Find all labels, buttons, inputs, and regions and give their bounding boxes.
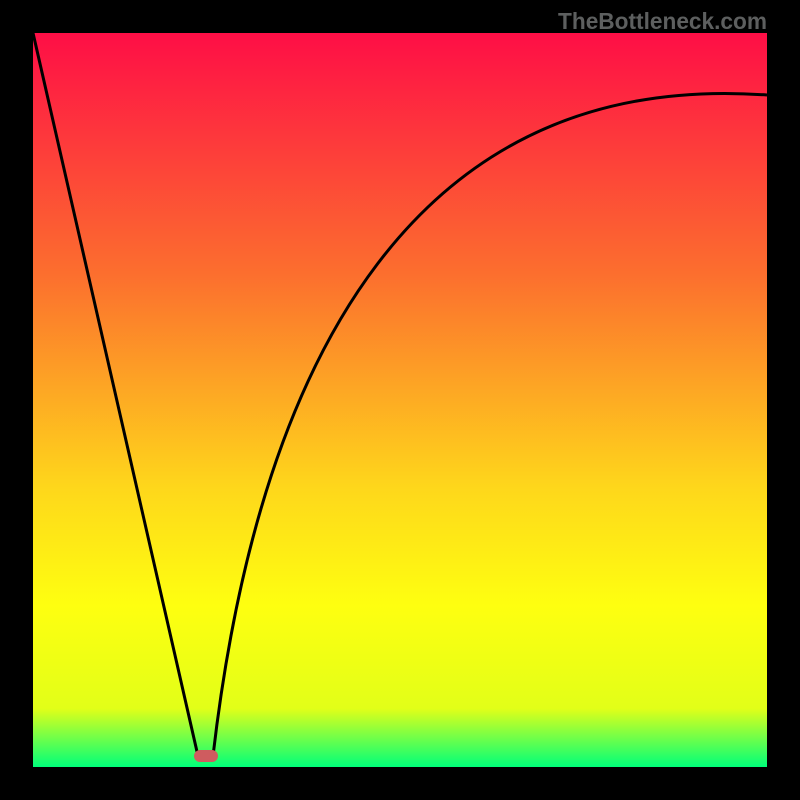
bottleneck-curve [0,0,800,800]
optimum-marker [194,750,218,762]
watermark-text: TheBottleneck.com [558,8,767,35]
chart-container: TheBottleneck.com [0,0,800,800]
